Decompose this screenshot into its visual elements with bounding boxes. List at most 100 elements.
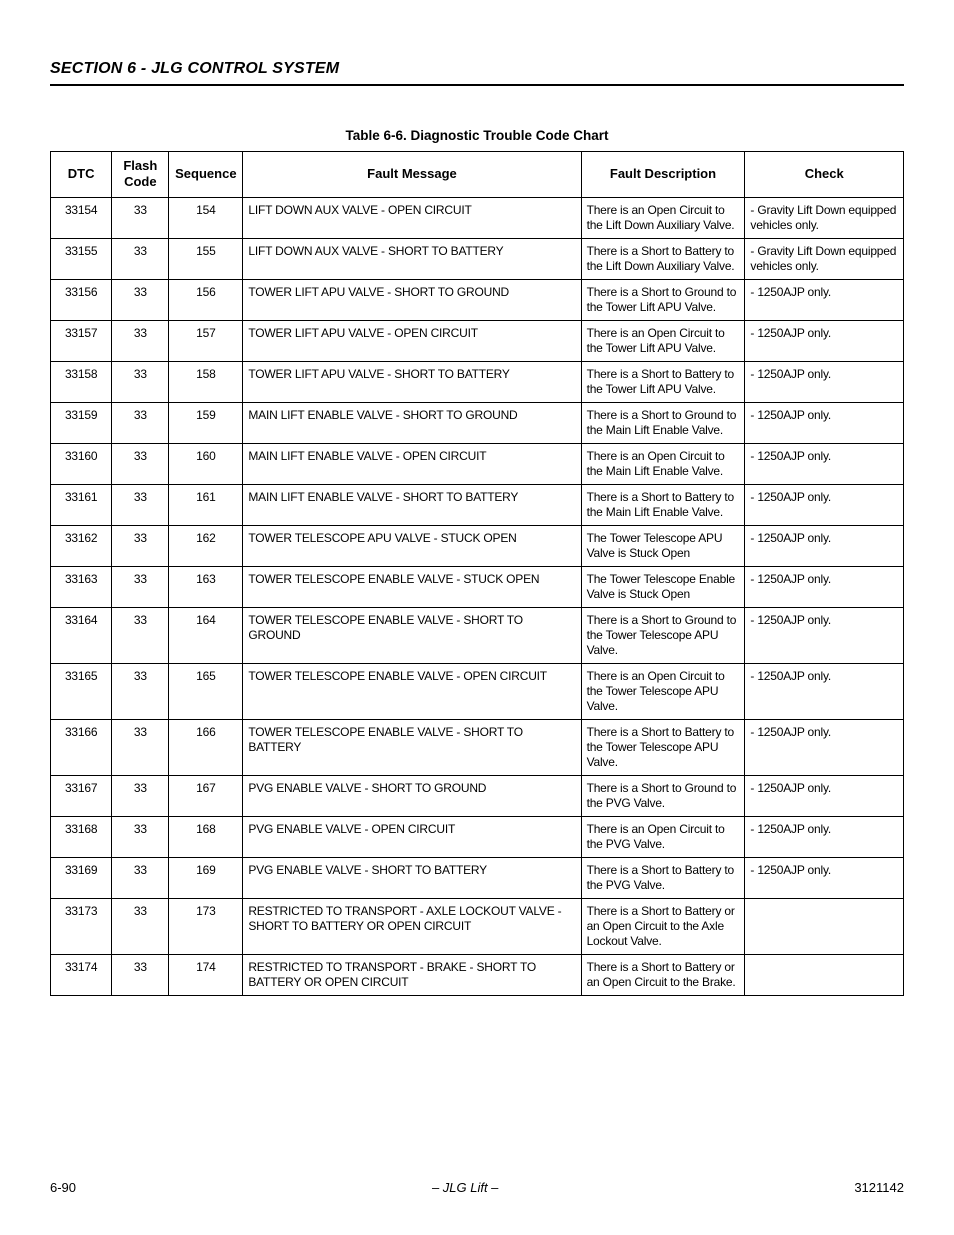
table-row: 3316633166TOWER TELESCOPE ENABLE VALVE -… — [51, 719, 904, 775]
cell-check: - 1250AJP only. — [745, 775, 904, 816]
cell-flash: 33 — [112, 607, 169, 663]
cell-fd: There is a Short to Ground to the Main L… — [581, 402, 745, 443]
cell-fm: LIFT DOWN AUX VALVE - SHORT TO BATTERY — [243, 238, 581, 279]
cell-flash: 33 — [112, 719, 169, 775]
cell-check: - 1250AJP only. — [745, 816, 904, 857]
cell-seq: 167 — [169, 775, 243, 816]
cell-fm: PVG ENABLE VALVE - OPEN CIRCUIT — [243, 816, 581, 857]
col-fault-message: Fault Message — [243, 152, 581, 198]
cell-fm: MAIN LIFT ENABLE VALVE - OPEN CIRCUIT — [243, 443, 581, 484]
cell-dtc: 33158 — [51, 361, 112, 402]
cell-flash: 33 — [112, 816, 169, 857]
table-row: 3316233162TOWER TELESCOPE APU VALVE - ST… — [51, 525, 904, 566]
page-footer: 6-90 – JLG Lift – 3121142 — [50, 1160, 904, 1195]
cell-seq: 155 — [169, 238, 243, 279]
cell-seq: 168 — [169, 816, 243, 857]
cell-dtc: 33159 — [51, 402, 112, 443]
table-row: 3315733157TOWER LIFT APU VALVE - OPEN CI… — [51, 320, 904, 361]
cell-dtc: 33154 — [51, 197, 112, 238]
col-seq: Sequence — [169, 152, 243, 198]
col-check: Check — [745, 152, 904, 198]
cell-fd: There is a Short to Ground to the PVG Va… — [581, 775, 745, 816]
cell-check: - 1250AJP only. — [745, 402, 904, 443]
table-row: 3315433154LIFT DOWN AUX VALVE - OPEN CIR… — [51, 197, 904, 238]
cell-seq: 157 — [169, 320, 243, 361]
cell-fd: There is an Open Circuit to the Tower Te… — [581, 663, 745, 719]
cell-fm: RESTRICTED TO TRANSPORT - AXLE LOCKOUT V… — [243, 898, 581, 954]
cell-fm: RESTRICTED TO TRANSPORT - BRAKE - SHORT … — [243, 954, 581, 995]
cell-fd: The Tower Telescope APU Valve is Stuck O… — [581, 525, 745, 566]
cell-check: - 1250AJP only. — [745, 566, 904, 607]
cell-dtc: 33173 — [51, 898, 112, 954]
cell-dtc: 33163 — [51, 566, 112, 607]
cell-dtc: 33164 — [51, 607, 112, 663]
cell-fd: There is a Short to Battery to the Lift … — [581, 238, 745, 279]
cell-flash: 33 — [112, 484, 169, 525]
cell-check — [745, 898, 904, 954]
table-row: 3316733167PVG ENABLE VALVE - SHORT TO GR… — [51, 775, 904, 816]
cell-seq: 169 — [169, 857, 243, 898]
cell-fd: There is an Open Circuit to the PVG Valv… — [581, 816, 745, 857]
cell-check: - 1250AJP only. — [745, 719, 904, 775]
cell-dtc: 33168 — [51, 816, 112, 857]
cell-check: - 1250AJP only. — [745, 607, 904, 663]
table-row: 3315633156TOWER LIFT APU VALVE - SHORT T… — [51, 279, 904, 320]
cell-seq: 158 — [169, 361, 243, 402]
cell-check: - 1250AJP only. — [745, 443, 904, 484]
table-row: 3316333163TOWER TELESCOPE ENABLE VALVE -… — [51, 566, 904, 607]
cell-fd: There is a Short to Battery or an Open C… — [581, 898, 745, 954]
table-row: 3316433164TOWER TELESCOPE ENABLE VALVE -… — [51, 607, 904, 663]
cell-check: - 1250AJP only. — [745, 320, 904, 361]
cell-dtc: 33169 — [51, 857, 112, 898]
cell-seq: 173 — [169, 898, 243, 954]
footer-left: 6-90 — [50, 1180, 76, 1195]
cell-dtc: 33160 — [51, 443, 112, 484]
cell-flash: 33 — [112, 238, 169, 279]
table-row: 3315933159MAIN LIFT ENABLE VALVE - SHORT… — [51, 402, 904, 443]
cell-fm: MAIN LIFT ENABLE VALVE - SHORT TO GROUND — [243, 402, 581, 443]
cell-flash: 33 — [112, 443, 169, 484]
cell-check: - 1250AJP only. — [745, 525, 904, 566]
table-row: 3315533155LIFT DOWN AUX VALVE - SHORT TO… — [51, 238, 904, 279]
table-row: 3316133161MAIN LIFT ENABLE VALVE - SHORT… — [51, 484, 904, 525]
cell-check: - 1250AJP only. — [745, 857, 904, 898]
cell-seq: 156 — [169, 279, 243, 320]
cell-flash: 33 — [112, 361, 169, 402]
cell-fm: TOWER LIFT APU VALVE - SHORT TO GROUND — [243, 279, 581, 320]
cell-fm: TOWER TELESCOPE APU VALVE - STUCK OPEN — [243, 525, 581, 566]
cell-fm: LIFT DOWN AUX VALVE - OPEN CIRCUIT — [243, 197, 581, 238]
cell-fd: There is an Open Circuit to the Main Lif… — [581, 443, 745, 484]
cell-flash: 33 — [112, 525, 169, 566]
cell-dtc: 33161 — [51, 484, 112, 525]
cell-fm: TOWER TELESCOPE ENABLE VALVE - STUCK OPE… — [243, 566, 581, 607]
cell-seq: 166 — [169, 719, 243, 775]
cell-seq: 154 — [169, 197, 243, 238]
cell-fd: There is an Open Circuit to the Tower Li… — [581, 320, 745, 361]
cell-flash: 33 — [112, 663, 169, 719]
cell-fd: There is a Short to Ground to the Tower … — [581, 607, 745, 663]
cell-flash: 33 — [112, 954, 169, 995]
cell-check: - 1250AJP only. — [745, 663, 904, 719]
footer-center: – JLG Lift – — [432, 1180, 498, 1195]
cell-flash: 33 — [112, 898, 169, 954]
cell-dtc: 33167 — [51, 775, 112, 816]
cell-flash: 33 — [112, 566, 169, 607]
cell-fd: There is a Short to Battery to the PVG V… — [581, 857, 745, 898]
section-header: SECTION 6 - JLG CONTROL SYSTEM — [50, 60, 904, 86]
cell-fd: There is a Short to Battery to the Tower… — [581, 719, 745, 775]
col-flash: Flash Code — [112, 152, 169, 198]
cell-check: - Gravity Lift Down equipped vehicles on… — [745, 238, 904, 279]
dtc-table: DTC Flash Code Sequence Fault Message Fa… — [50, 151, 904, 996]
cell-dtc: 33156 — [51, 279, 112, 320]
cell-flash: 33 — [112, 197, 169, 238]
cell-dtc: 33166 — [51, 719, 112, 775]
footer-right: 3121142 — [854, 1180, 904, 1195]
cell-fd: There is an Open Circuit to the Lift Dow… — [581, 197, 745, 238]
cell-fd: There is a Short to Battery to the Tower… — [581, 361, 745, 402]
cell-fd: There is a Short to Ground to the Tower … — [581, 279, 745, 320]
cell-dtc: 33162 — [51, 525, 112, 566]
cell-fd: There is a Short to Battery or an Open C… — [581, 954, 745, 995]
table-row: 3316533165TOWER TELESCOPE ENABLE VALVE -… — [51, 663, 904, 719]
table-row: 3316033160MAIN LIFT ENABLE VALVE - OPEN … — [51, 443, 904, 484]
cell-fd: The Tower Telescope Enable Valve is Stuc… — [581, 566, 745, 607]
